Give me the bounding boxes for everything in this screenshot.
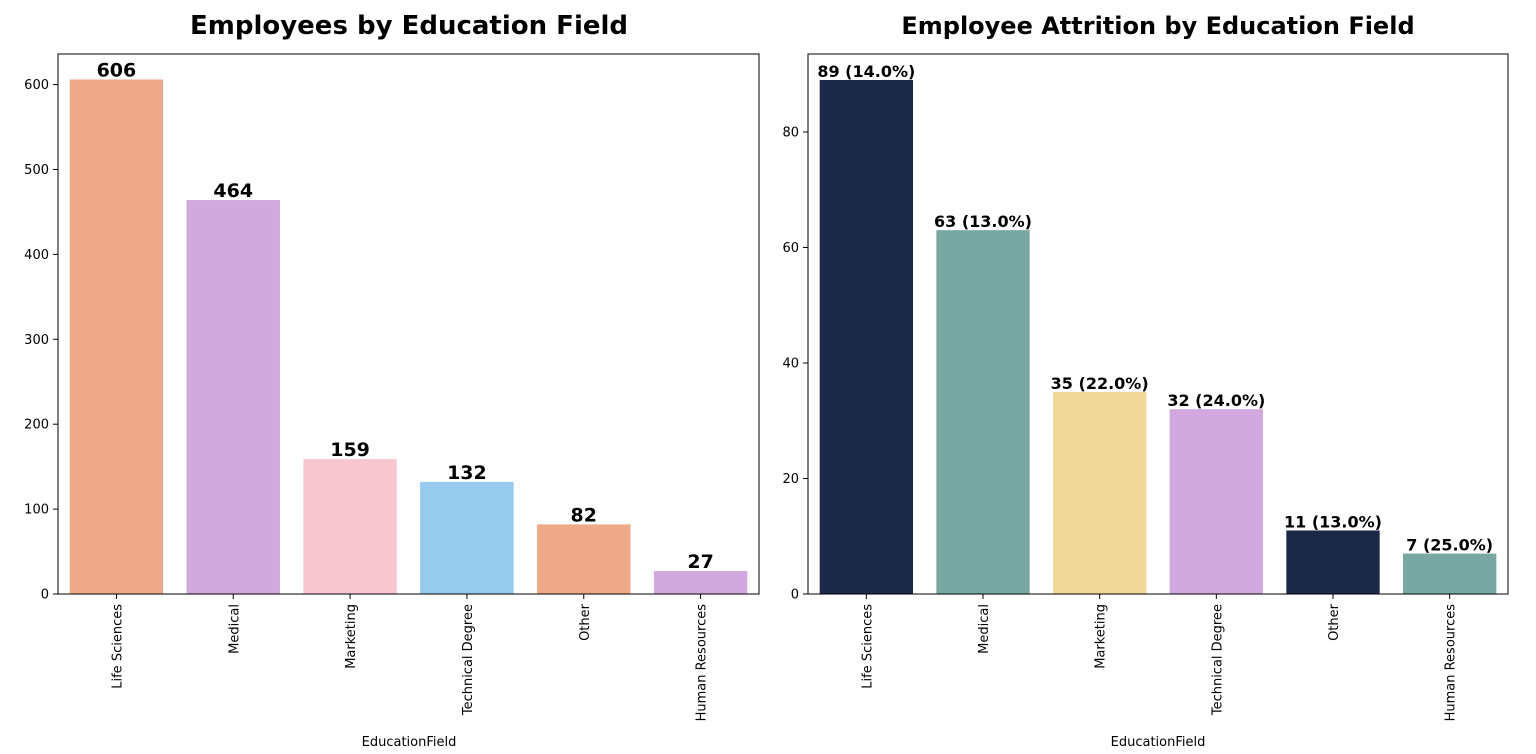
bar [537, 524, 631, 594]
chart-title: Employee Attrition by Education Field [901, 12, 1414, 40]
y-tick-label: 0 [791, 588, 799, 603]
bar [420, 481, 514, 594]
y-tick-label: 400 [24, 248, 49, 263]
bar-value-label: 132 [447, 462, 487, 484]
bar [1286, 530, 1380, 594]
bar-value-label: 82 [571, 504, 597, 526]
bar [1053, 391, 1147, 594]
x-tick-label: Marketing [344, 604, 359, 669]
bar [936, 230, 1030, 595]
y-tick-label: 200 [24, 418, 49, 433]
bar-value-label: 27 [687, 551, 713, 573]
chart-attrition-by-education: Employee Attrition by Education Field Ed… [782, 12, 1509, 750]
y-tick-label: 40 [782, 356, 799, 371]
bar-value-label: 35 (22.0%) [1051, 374, 1149, 393]
bar-value-label: 159 [330, 439, 370, 461]
x-tick-label: Marketing [1094, 604, 1109, 669]
y-tick-label: 500 [24, 163, 49, 178]
chart-title: Employees by Education Field [190, 11, 628, 41]
x-tick-label: Other [1327, 603, 1342, 641]
x-axis-label: EducationField [362, 735, 457, 750]
bar-value-label: 32 (24.0%) [1167, 391, 1265, 410]
y-tick-label: 300 [24, 333, 49, 348]
bar [303, 459, 397, 594]
x-axis-label: EducationField [1111, 735, 1206, 750]
bar [186, 200, 280, 595]
x-tick-label: Other [578, 603, 593, 641]
x-tick-label: Technical Degree [1210, 604, 1225, 716]
plot-frame [807, 53, 1509, 595]
bar [1403, 553, 1497, 594]
x-tick-label: Medical [227, 604, 242, 654]
bar-value-label: 606 [97, 59, 137, 81]
x-tick-label: Medical [977, 604, 992, 654]
y-tick-label: 20 [782, 472, 799, 487]
y-tick-label: 600 [24, 78, 49, 93]
bar-value-label: 63 (13.0%) [934, 212, 1032, 231]
x-tick-label: Human Resources [1444, 604, 1459, 722]
bar-value-label: 464 [213, 180, 253, 202]
x-tick-label: Life Sciences [110, 604, 125, 689]
x-tick-label: Technical Degree [461, 604, 476, 716]
bar [1169, 409, 1263, 594]
bar-value-label: 11 (13.0%) [1284, 512, 1382, 531]
chart-employees-by-education: Employees by Education Field EducationFi… [24, 11, 760, 750]
y-tick-label: 100 [24, 503, 49, 518]
x-tick-label: Human Resources [695, 604, 710, 722]
bar-value-label: 7 (25.0%) [1406, 536, 1493, 555]
plot-frame [57, 53, 760, 595]
bar [819, 79, 913, 594]
bar [69, 79, 164, 595]
y-tick-label: 80 [782, 125, 799, 140]
y-tick-label: 0 [41, 588, 49, 603]
y-tick-label: 60 [782, 241, 799, 256]
x-tick-label: Life Sciences [860, 604, 875, 689]
bar-value-label: 89 (14.0%) [817, 62, 915, 81]
bar [653, 571, 748, 594]
